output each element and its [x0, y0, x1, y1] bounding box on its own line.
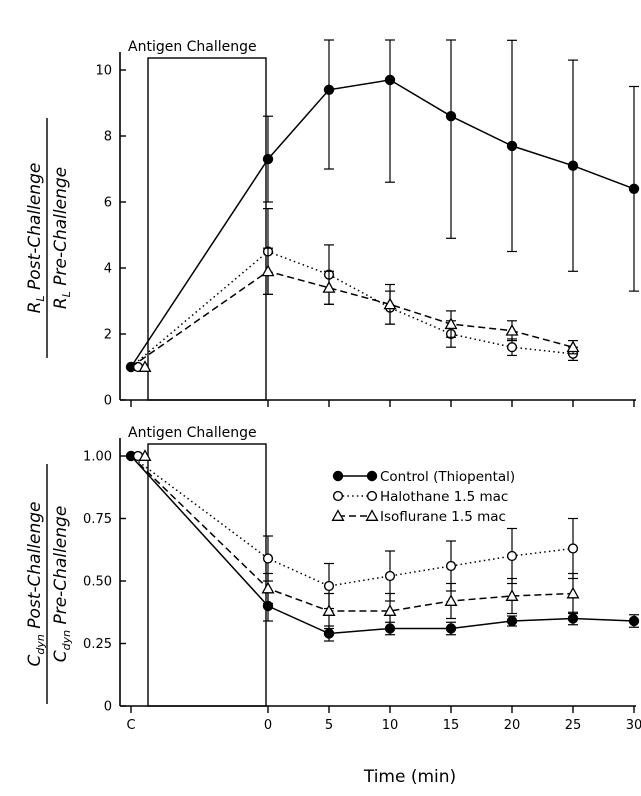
data-point-control [445, 110, 457, 122]
data-point-isoflurane [322, 604, 336, 616]
data-point-isoflurane [261, 264, 275, 277]
y-tick-label-top: 8 [104, 130, 112, 145]
y-tick-label-bottom: 0.25 [83, 637, 112, 652]
data-point-isoflurane [566, 586, 580, 599]
legend-label: Isoflurane 1.5 mac [380, 509, 506, 525]
antigen-challenge-label: Antigen Challenge [128, 39, 257, 55]
y-tick-label-bottom: 0 [104, 700, 112, 715]
legend-marker [332, 490, 344, 502]
data-point-control [567, 613, 579, 624]
y-label-numerator: RL Post-Challenge [25, 163, 47, 314]
series-isoflurane-top [130, 247, 580, 372]
y-tick-label-top: 4 [104, 262, 112, 277]
x-axis-label: Time (min) [363, 767, 456, 787]
y-label-numerator: Cdyn Post-Challenge [25, 501, 47, 666]
data-point-isoflurane [383, 297, 397, 310]
y-label-denominator: RL Pre-Challenge [51, 167, 73, 309]
data-point-halothane [384, 570, 396, 582]
legend-label: Halothane 1.5 mac [380, 489, 508, 505]
data-point-control [628, 183, 640, 194]
x-tick-label: 0 [264, 718, 272, 733]
data-point-control [384, 74, 396, 86]
data-point-control [567, 160, 579, 171]
data-point-control [323, 628, 335, 639]
y-tick-label-top: 0 [104, 394, 112, 409]
legend-marker [332, 470, 344, 482]
panel-bottom: 0 0.25 0.50 0.75 1.00 Antigen Challenge Cdyn P… [25, 425, 641, 787]
data-point-isoflurane [566, 340, 580, 353]
x-tick-label: C [126, 718, 135, 733]
legend-marker [366, 490, 378, 502]
data-point-halothane [323, 580, 335, 592]
data-point-isoflurane [322, 281, 336, 293]
data-point-control [506, 140, 518, 152]
x-tick-label: 25 [565, 718, 582, 733]
series-line-isoflurane [130, 270, 574, 368]
data-point-halothane [567, 543, 579, 554]
data-point-control [323, 84, 335, 96]
legend: Control (Thiopental) Halothane 1.5 mac Iso… [331, 469, 515, 525]
series-line-control [130, 455, 635, 635]
data-point-isoflurane [138, 449, 152, 461]
antigen-challenge-box [147, 57, 267, 401]
y-tick-label-bottom: 0.75 [83, 512, 112, 527]
data-point-isoflurane [505, 323, 519, 336]
legend-label: Control (Thiopental) [380, 469, 515, 485]
y-tick-label-top: 10 [95, 64, 112, 79]
data-point-halothane [445, 560, 457, 572]
panel-top: 0 2 4 6 8 10 Antigen Challenge RL Post-Challeng… [25, 39, 640, 409]
data-point-isoflurane [505, 589, 519, 601]
series-line-control [130, 79, 635, 368]
x-tick-label: 10 [382, 718, 399, 733]
series-halothane-top [130, 208, 579, 373]
y-label-denominator: Cdyn Pre-Challenge [51, 506, 73, 663]
data-point-halothane [506, 342, 518, 353]
x-tick-label: 15 [443, 718, 460, 733]
data-point-isoflurane [444, 317, 458, 330]
antigen-challenge-label: Antigen Challenge [128, 425, 257, 441]
y-tick-label-top: 2 [104, 328, 112, 343]
x-tick-label: 5 [325, 718, 333, 733]
data-point-isoflurane [261, 581, 275, 594]
data-point-isoflurane [444, 594, 458, 606]
data-point-control [628, 615, 640, 627]
y-tick-label-bottom: 0.50 [83, 575, 112, 590]
legend-marker [365, 509, 379, 521]
legend-marker [366, 470, 378, 482]
y-tick-label-bottom: 1.00 [83, 450, 112, 465]
data-point-control [445, 623, 457, 634]
data-point-halothane [506, 550, 518, 562]
x-tick-label: 30 [626, 718, 641, 733]
data-point-control [262, 153, 274, 165]
data-point-isoflurane [138, 360, 152, 372]
series-control-top [125, 39, 640, 373]
legend-marker [331, 509, 345, 521]
series-line-halothane [130, 250, 574, 368]
series-isoflurane-bottom [130, 449, 580, 630]
y-tick-label-top: 6 [104, 196, 112, 211]
data-point-control [506, 615, 518, 627]
antigen-challenge-box [147, 443, 267, 707]
x-tick-label: 20 [504, 718, 521, 733]
data-point-halothane [262, 553, 274, 564]
data-point-isoflurane [383, 604, 397, 616]
